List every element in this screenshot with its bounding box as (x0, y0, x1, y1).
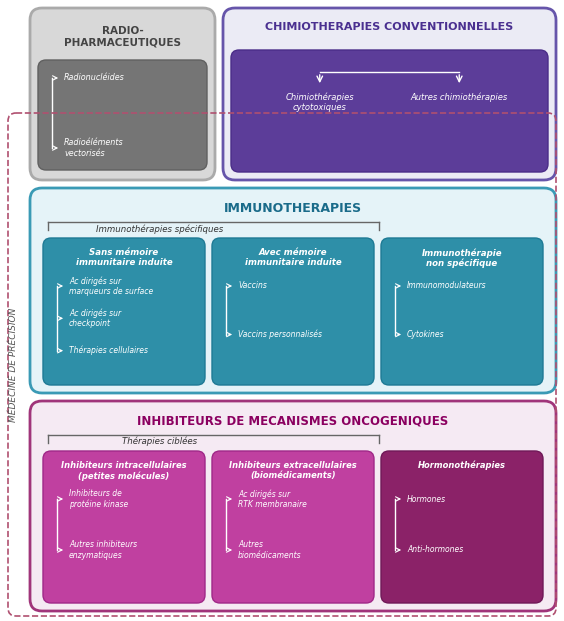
Text: Ac dirigés sur
marqueurs de surface: Ac dirigés sur marqueurs de surface (69, 276, 153, 296)
Text: Immunothérapie
non spécifique: Immunothérapie non spécifique (422, 248, 503, 268)
FancyBboxPatch shape (212, 451, 374, 603)
Text: Thérapies ciblées: Thérapies ciblées (122, 437, 197, 446)
Text: Anti-hormones: Anti-hormones (407, 545, 463, 555)
Text: MÉDECINE DE PRÉCISION: MÉDECINE DE PRÉCISION (10, 307, 19, 422)
Text: Vaccins: Vaccins (238, 281, 267, 291)
Text: INHIBITEURS DE MECANISMES ONCOGENIQUES: INHIBITEURS DE MECANISMES ONCOGENIQUES (138, 415, 448, 428)
Text: Radioéléments
vectorisés: Radioéléments vectorisés (64, 138, 124, 158)
Text: IMMUNOTHERAPIES: IMMUNOTHERAPIES (224, 202, 362, 215)
Text: CHIMIOTHERAPIES CONVENTIONNELLES: CHIMIOTHERAPIES CONVENTIONNELLES (266, 22, 514, 32)
FancyBboxPatch shape (30, 188, 556, 393)
Text: Inhibiteurs intracellulaires
(petites molécules): Inhibiteurs intracellulaires (petites mo… (61, 461, 187, 481)
Text: Autres chimiothérapies: Autres chimiothérapies (411, 92, 508, 101)
Text: Sans mémoire
immunitaire induite: Sans mémoire immunitaire induite (76, 248, 173, 268)
Text: Inhibiteurs de
protéine kinase: Inhibiteurs de protéine kinase (69, 489, 128, 509)
FancyBboxPatch shape (38, 60, 207, 170)
Text: Vaccins personnalisés: Vaccins personnalisés (238, 330, 322, 339)
FancyBboxPatch shape (223, 8, 556, 180)
FancyBboxPatch shape (381, 451, 543, 603)
Text: Chimiothérapies
cytotoxiques: Chimiothérapies cytotoxiques (285, 92, 354, 112)
Text: Autres
biomédicaments: Autres biomédicaments (238, 540, 302, 560)
Text: Hormonothérapies: Hormonothérapies (418, 461, 506, 471)
FancyBboxPatch shape (30, 8, 215, 180)
FancyBboxPatch shape (43, 238, 205, 385)
Text: Immunomodulateurs: Immunomodulateurs (407, 281, 487, 291)
Text: Ac dirigés sur
RTK membranaire: Ac dirigés sur RTK membranaire (238, 489, 307, 509)
Text: Ac dirigés sur
checkpoint: Ac dirigés sur checkpoint (69, 309, 121, 329)
FancyBboxPatch shape (30, 401, 556, 611)
Text: Radionucléides: Radionucléides (64, 73, 125, 83)
Text: Cytokines: Cytokines (407, 330, 444, 339)
Text: Inhibiteurs extracellulaires
(biomédicaments): Inhibiteurs extracellulaires (biomédicam… (229, 461, 357, 481)
FancyBboxPatch shape (212, 238, 374, 385)
Text: Immunothérapies spécifiques: Immunothérapies spécifiques (96, 224, 223, 233)
FancyBboxPatch shape (231, 50, 548, 172)
FancyBboxPatch shape (381, 238, 543, 385)
Text: Autres inhibiteurs
enzymatiques: Autres inhibiteurs enzymatiques (69, 540, 137, 560)
Text: Hormones: Hormones (407, 494, 446, 504)
Text: RADIO-
PHARMACEUTIQUES: RADIO- PHARMACEUTIQUES (64, 26, 181, 48)
Text: Avec mémoire
immunitaire induite: Avec mémoire immunitaire induite (245, 248, 341, 268)
Text: Thérapies cellulaires: Thérapies cellulaires (69, 346, 148, 355)
FancyBboxPatch shape (43, 451, 205, 603)
